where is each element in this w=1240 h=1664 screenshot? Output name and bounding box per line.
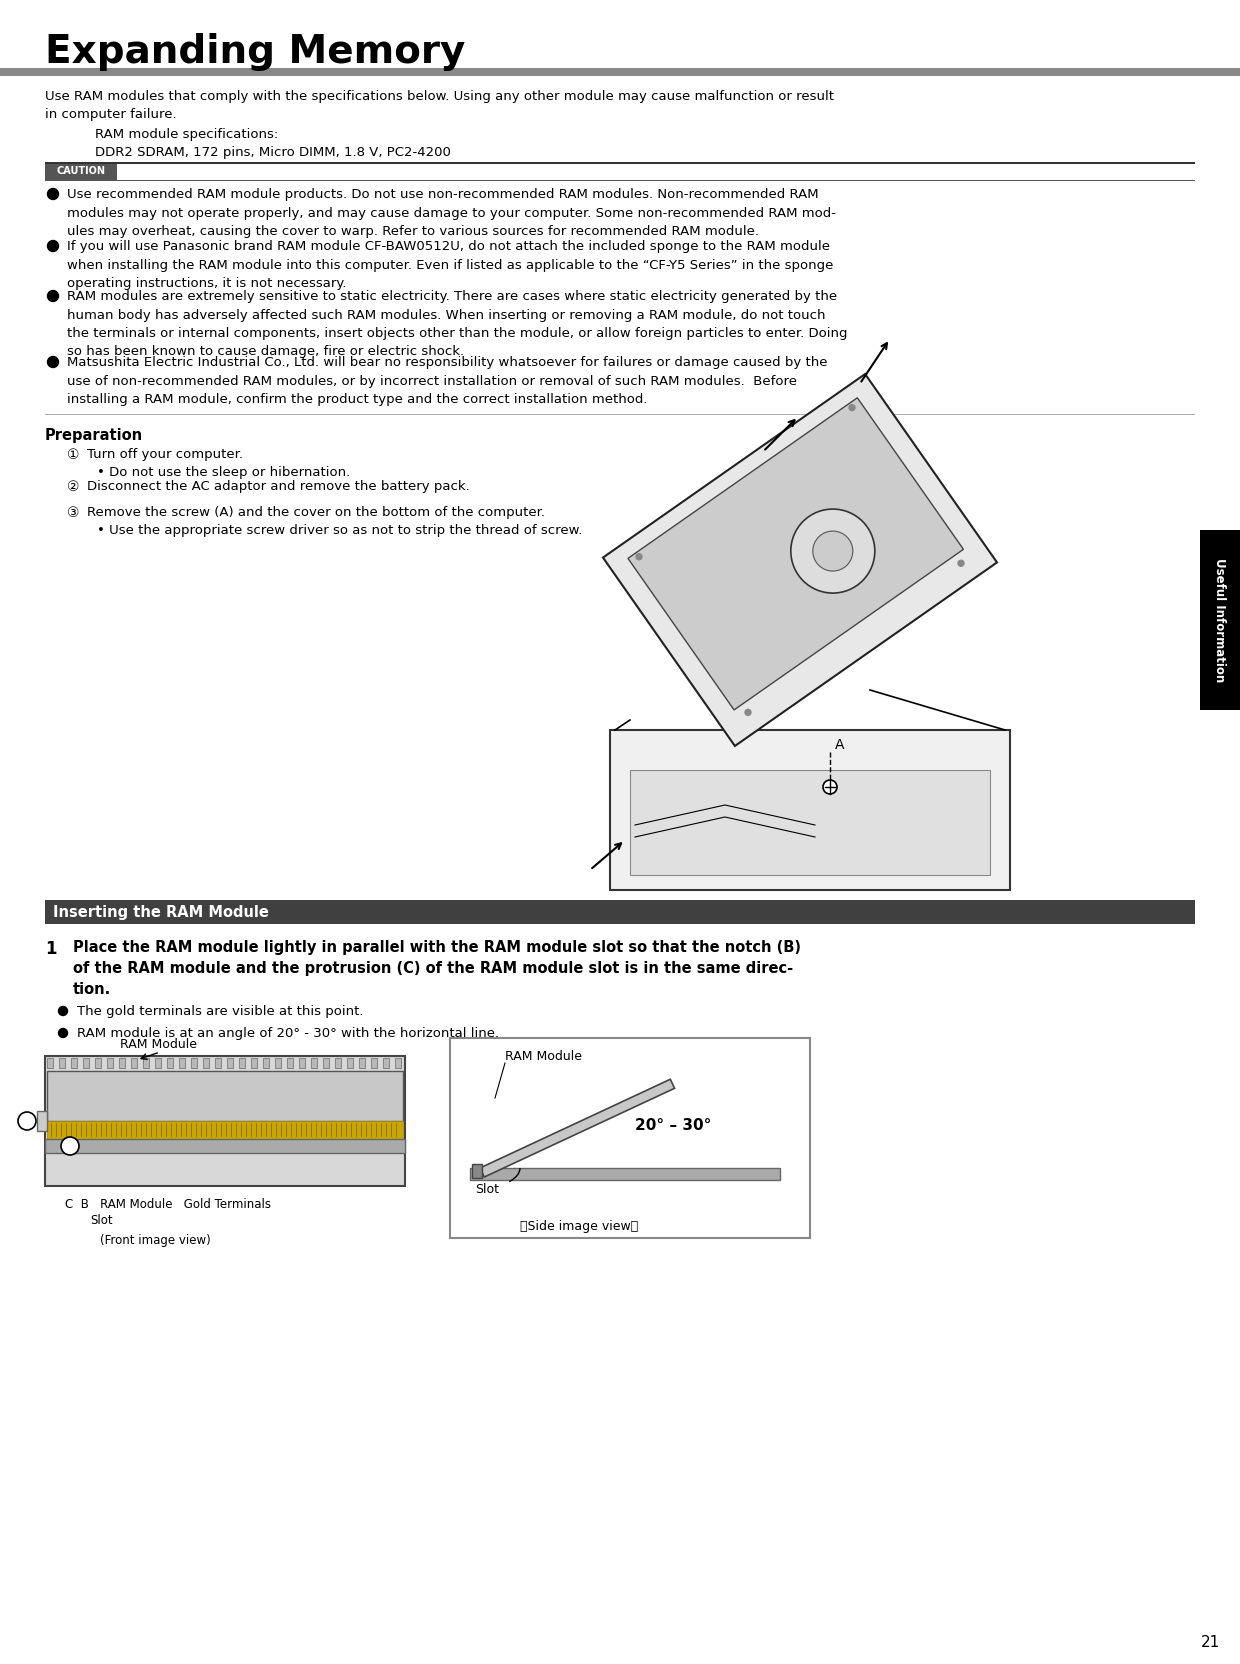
Bar (383, 1058, 389, 1068)
Bar (275, 1058, 281, 1068)
Circle shape (849, 404, 856, 411)
Text: Matsushita Electric Industrial Co., Ltd. will bear no responsibility whatsoever : Matsushita Electric Industrial Co., Ltd.… (67, 356, 827, 406)
Text: RAM Module: RAM Module (120, 1038, 197, 1052)
Text: RAM modules are extremely sensitive to static electricity. There are cases where: RAM modules are extremely sensitive to s… (67, 290, 847, 358)
Circle shape (959, 561, 963, 566)
Text: CAUTION: CAUTION (57, 166, 105, 176)
Bar (37, 1112, 47, 1132)
Bar (155, 1058, 161, 1068)
Circle shape (47, 188, 58, 200)
Text: ①: ① (67, 448, 79, 463)
Bar (45, 900, 1195, 924)
Text: RAM module specifications:: RAM module specifications: (95, 128, 278, 141)
Bar (143, 1058, 149, 1068)
Bar (450, 1038, 810, 1238)
Circle shape (47, 291, 58, 301)
Circle shape (47, 356, 58, 368)
Text: in computer failure.: in computer failure. (45, 108, 176, 121)
Text: Turn off your computer.: Turn off your computer. (87, 448, 243, 461)
Bar (95, 1058, 100, 1068)
Bar (47, 1122, 403, 1138)
Text: B: B (66, 1142, 74, 1151)
Circle shape (58, 1007, 67, 1015)
Bar (0, 68, 1240, 77)
Bar (131, 1058, 136, 1068)
Circle shape (791, 509, 874, 592)
Text: Remove the screw (A) and the cover on the bottom of the computer.: Remove the screw (A) and the cover on th… (87, 506, 546, 519)
Text: Preparation: Preparation (45, 428, 143, 443)
Text: Disconnect the AC adaptor and remove the battery pack.: Disconnect the AC adaptor and remove the… (87, 479, 470, 493)
Text: RAM Module: RAM Module (505, 1050, 582, 1063)
Bar (107, 1058, 113, 1068)
Text: ②: ② (67, 479, 79, 494)
Bar (45, 1138, 405, 1153)
Text: Expanding Memory: Expanding Memory (45, 33, 465, 72)
Bar (630, 770, 990, 875)
Bar (191, 1058, 197, 1068)
Bar (371, 1058, 377, 1068)
Text: Slot: Slot (475, 1183, 498, 1196)
Bar (360, 1058, 365, 1068)
Text: Use recommended RAM module products. Do not use non-recommended RAM modules. Non: Use recommended RAM module products. Do … (67, 188, 836, 238)
Text: C  B   RAM Module   Gold Terminals: C B RAM Module Gold Terminals (64, 1198, 272, 1211)
Text: 1: 1 (45, 940, 57, 958)
Bar (203, 1058, 210, 1068)
Text: C: C (22, 1117, 31, 1127)
Text: Useful Information: Useful Information (1214, 557, 1226, 682)
Text: The gold terminals are visible at this point.: The gold terminals are visible at this p… (77, 1005, 363, 1018)
Text: 21: 21 (1200, 1636, 1220, 1651)
Bar (347, 1058, 353, 1068)
Text: Slot: Slot (91, 1215, 113, 1226)
Bar (71, 1058, 77, 1068)
Bar (119, 1058, 125, 1068)
Text: （Side image view）: （Side image view） (520, 1220, 639, 1233)
Bar (396, 1058, 401, 1068)
Circle shape (19, 1112, 36, 1130)
Bar (299, 1058, 305, 1068)
Bar (179, 1058, 185, 1068)
Polygon shape (627, 398, 963, 711)
Bar (322, 1058, 329, 1068)
Text: Place the RAM module lightly in parallel with the RAM module slot so that the no: Place the RAM module lightly in parallel… (73, 940, 801, 997)
Bar (472, 1165, 482, 1178)
Text: 20° – 30°: 20° – 30° (635, 1118, 712, 1133)
Bar (311, 1058, 317, 1068)
Circle shape (636, 554, 642, 559)
Circle shape (823, 780, 837, 794)
Text: DDR2 SDRAM, 172 pins, Micro DIMM, 1.8 V, PC2-4200: DDR2 SDRAM, 172 pins, Micro DIMM, 1.8 V,… (95, 146, 451, 160)
Bar (227, 1058, 233, 1068)
Bar (263, 1058, 269, 1068)
Bar (1200, 531, 1240, 711)
Bar (83, 1058, 89, 1068)
Circle shape (61, 1137, 79, 1155)
Polygon shape (603, 374, 997, 745)
Bar (45, 163, 117, 180)
Circle shape (812, 531, 853, 571)
Text: • Do not use the sleep or hibernation.: • Do not use the sleep or hibernation. (97, 466, 350, 479)
Bar (250, 1058, 257, 1068)
Bar (47, 1072, 403, 1122)
Text: If you will use Panasonic brand RAM module CF-BAW0512U, do not attach the includ: If you will use Panasonic brand RAM modu… (67, 240, 833, 290)
Text: A: A (835, 739, 844, 752)
Circle shape (58, 1028, 67, 1037)
Circle shape (745, 709, 751, 716)
Text: ③: ③ (67, 506, 79, 519)
Text: Use RAM modules that comply with the specifications below. Using any other modul: Use RAM modules that comply with the spe… (45, 90, 835, 103)
Text: • Use the appropriate screw driver so as not to strip the thread of screw.: • Use the appropriate screw driver so as… (97, 524, 583, 537)
Bar (167, 1058, 174, 1068)
Bar (45, 1057, 405, 1186)
Bar (286, 1058, 293, 1068)
Circle shape (47, 241, 58, 251)
Bar (335, 1058, 341, 1068)
Text: Inserting the RAM Module: Inserting the RAM Module (53, 905, 269, 920)
Text: (Front image view): (Front image view) (100, 1235, 211, 1246)
Polygon shape (480, 1080, 675, 1176)
Bar (60, 1058, 64, 1068)
Bar (239, 1058, 246, 1068)
Text: RAM module is at an angle of 20° - 30° with the horizontal line.: RAM module is at an angle of 20° - 30° w… (77, 1027, 500, 1040)
Bar (470, 1168, 780, 1180)
Bar (215, 1058, 221, 1068)
Bar (610, 730, 1011, 890)
Bar (47, 1058, 53, 1068)
